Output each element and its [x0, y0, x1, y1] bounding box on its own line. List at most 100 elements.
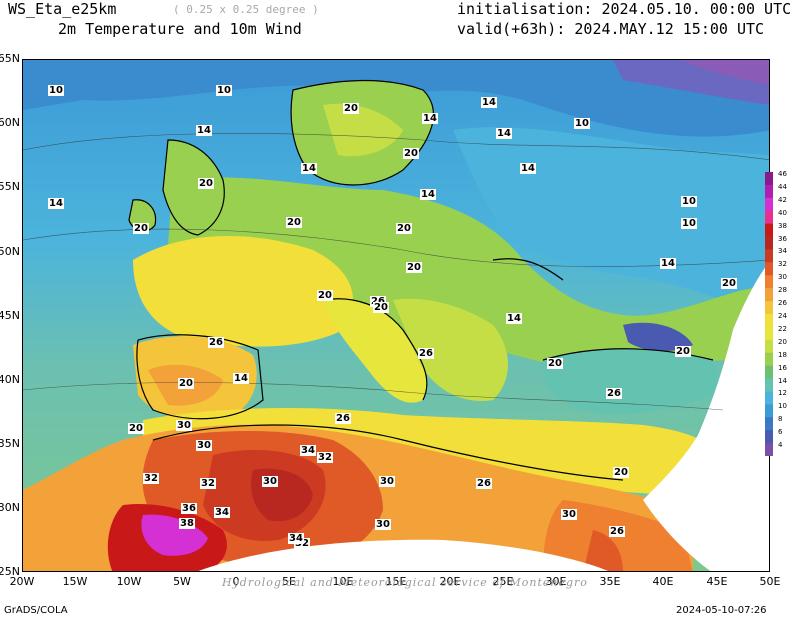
colorbar-swatch [765, 262, 773, 276]
colorbar-swatch [765, 288, 773, 302]
contour-label: 30 [262, 476, 278, 487]
colorbar-swatch [765, 365, 773, 380]
field-title: 2m Temperature and 10m Wind [58, 20, 302, 38]
contour-label: 30 [196, 440, 212, 451]
contour-label: 38 [179, 518, 195, 529]
lon-tick-label: 5W [173, 575, 191, 588]
colorbar-label: 20 [778, 337, 787, 346]
colorbar-swatch [765, 223, 773, 238]
lat-tick-label: 65N [0, 52, 20, 65]
colorbar-label: 18 [778, 350, 787, 359]
colorbar-label: 28 [778, 286, 787, 295]
contour-label: 14 [506, 313, 522, 324]
lat-tick-label: 55N [0, 180, 20, 193]
contour-label: 26 [418, 348, 434, 359]
colorbar-swatch [765, 184, 773, 199]
contour-label: 26 [476, 478, 492, 489]
colorbar-swatch [765, 197, 773, 212]
colorbar-swatch [765, 275, 773, 289]
colorbar-label: 4 [778, 441, 783, 450]
lon-tick-label: 40E [652, 575, 674, 588]
contour-label: 10 [216, 85, 232, 96]
contour-label: 20 [286, 217, 302, 228]
lon-tick-label: 25E [492, 575, 514, 588]
contour-label: 32 [317, 452, 333, 463]
colorbar-label: 38 [778, 221, 787, 230]
lat-tick-label: 35N [0, 437, 20, 450]
lon-tick-label: 35E [599, 575, 621, 588]
contour-label: 20 [373, 302, 389, 313]
colorbar-swatch [765, 249, 773, 263]
colorbar-label: 46 [778, 170, 787, 178]
contour-label: 10 [681, 196, 697, 207]
contour-label: 10 [681, 218, 697, 229]
colorbar-swatch [765, 443, 773, 456]
colorbar-label: 8 [778, 415, 783, 424]
contour-label: 14 [422, 113, 438, 124]
lon-tick-label: 10W [116, 575, 142, 588]
temperature-field [23, 60, 769, 571]
colorbar-label: 26 [778, 299, 787, 308]
contour-label: 20 [128, 423, 144, 434]
contour-label: 14 [196, 125, 212, 136]
contour-label: 10 [48, 85, 64, 96]
colorbar-swatch [765, 339, 773, 354]
contour-label: 20 [403, 148, 419, 159]
contour-label: 20 [133, 223, 149, 234]
colorbar-label: 10 [778, 402, 787, 411]
contour-label: 26 [606, 388, 622, 399]
lat-tick-label: 50N [0, 245, 20, 258]
contour-label: 20 [613, 467, 629, 478]
contour-label: 30 [379, 476, 395, 487]
colorbar-swatch [765, 417, 773, 431]
colorbar-label: 16 [778, 363, 787, 372]
footer-right: 2024-05-10-07:26 [676, 605, 767, 616]
colorbar-label: 22 [778, 324, 787, 333]
colorbar-label: 36 [778, 234, 787, 243]
contour-label: 32 [143, 473, 159, 484]
contour-label: 20 [343, 103, 359, 114]
model-name: WS_Eta_e25km [8, 0, 117, 18]
lon-tick-label: 15E [385, 575, 407, 588]
contour-label: 26 [370, 296, 386, 307]
colorbar-label: 40 [778, 208, 787, 217]
contour-label: 26 [609, 526, 625, 537]
contour-label: 20 [178, 378, 194, 389]
colorbar-label: 44 [778, 182, 787, 191]
lat-tick-label: 40N [0, 373, 20, 386]
contour-label: 20 [406, 262, 422, 273]
contour-label: 30 [375, 519, 391, 530]
initialisation-time: initialisation: 2024.05.10. 00:00 UTC [457, 0, 792, 18]
contour-label: 20 [675, 346, 691, 357]
colorbar-label: 30 [778, 273, 787, 282]
lon-tick-label: 10E [332, 575, 354, 588]
colorbar-swatch [765, 236, 773, 250]
temperature-map [22, 59, 770, 572]
colorbar [765, 172, 773, 456]
contour-label: 26 [335, 413, 351, 424]
lat-tick-label: 60N [0, 116, 20, 129]
colorbar-swatch [765, 391, 773, 405]
colorbar-swatch [765, 301, 773, 315]
contour-label: 14 [48, 198, 64, 209]
colorbar-label: 14 [778, 376, 787, 385]
contour-label: 14 [420, 189, 436, 200]
contour-label: 14 [301, 163, 317, 174]
lon-tick-label: 5E [282, 575, 296, 588]
lon-tick-label: 30E [545, 575, 567, 588]
grid-resolution: ( 0.25 x 0.25 degree ) [173, 3, 319, 16]
colorbar-label: 42 [778, 195, 787, 204]
lon-tick-label: 45E [706, 575, 728, 588]
contour-label: 20 [198, 178, 214, 189]
contour-label: 14 [481, 97, 497, 108]
colorbar-swatch [765, 172, 773, 186]
contour-label: 14 [660, 258, 676, 269]
valid-time: valid(+63h): 2024.MAY.12 15:00 UTC [457, 20, 765, 38]
contour-label: 10 [574, 118, 590, 129]
colorbar-swatch [765, 326, 773, 341]
colorbar-swatch [765, 352, 773, 367]
lon-tick-label: 50E [759, 575, 781, 588]
contour-label: 34 [300, 445, 316, 456]
contour-label: 26 [208, 337, 224, 348]
colorbar-label: 32 [778, 260, 787, 269]
